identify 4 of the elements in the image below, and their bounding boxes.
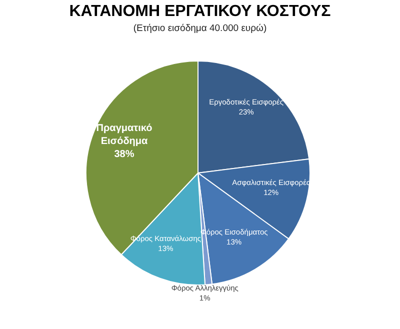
data-label: 38% (114, 148, 134, 160)
chart-subtitle: (Ετήσιο εισόδημα 40.000 ευρώ) (132, 23, 268, 34)
chart-title: ΚΑΤΑΝΟΜΗ ΕΡΓΑΤΙΚΟΥ ΚΟΣΤΟΥΣ (68, 3, 332, 21)
slice-label: Πραγματικό Εισόδημα (96, 122, 152, 146)
